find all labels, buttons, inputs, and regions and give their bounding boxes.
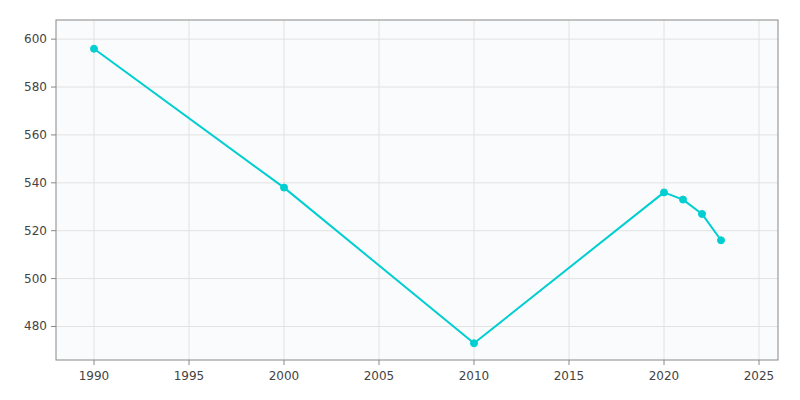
y-grid-line <box>56 39 778 40</box>
x-tick <box>284 360 285 365</box>
x-tick-label: 2000 <box>269 369 300 383</box>
x-grid-line <box>379 20 380 360</box>
y-tick <box>51 39 56 40</box>
x-tick-label: 1995 <box>174 369 205 383</box>
y-tick-label: 480 <box>24 319 47 333</box>
y-tick <box>51 326 56 327</box>
x-tick-label: 2015 <box>554 369 585 383</box>
y-tick <box>51 134 56 135</box>
x-tick <box>189 360 190 365</box>
y-grid-line <box>56 87 778 88</box>
y-tick-label: 520 <box>24 224 47 238</box>
axes: 1990 1995 2000 2005 2010 2015 2020 2025 480 500 52… <box>24 32 774 383</box>
x-tick-label: 1990 <box>79 369 110 383</box>
series <box>91 45 725 347</box>
chart: 1990 1995 2000 2005 2010 2015 2020 2025 480 500 52… <box>0 0 800 400</box>
y-tick-label: 500 <box>24 272 47 286</box>
grid <box>56 20 778 360</box>
marker <box>281 184 288 191</box>
y-grid-line <box>56 230 778 231</box>
x-tick-label: 2005 <box>364 369 395 383</box>
y-tick-label: 580 <box>24 80 47 94</box>
y-grid-line <box>56 134 778 135</box>
marker <box>680 196 687 203</box>
x-grid-line <box>189 20 190 360</box>
x-grid-line <box>94 20 95 360</box>
x-tick-label: 2010 <box>459 369 490 383</box>
marker <box>471 340 478 347</box>
x-grid-line <box>474 20 475 360</box>
x-tick-label: 2020 <box>649 369 680 383</box>
x-grid-line <box>569 20 570 360</box>
y-tick <box>51 278 56 279</box>
y-tick <box>51 230 56 231</box>
x-tick <box>94 360 95 365</box>
x-tick <box>759 360 760 365</box>
marker <box>699 210 706 217</box>
y-grid-line <box>56 278 778 279</box>
y-tick <box>51 182 56 183</box>
marker <box>718 237 725 244</box>
marker <box>91 45 98 52</box>
plot-area <box>56 20 778 360</box>
x-grid-line <box>759 20 760 360</box>
x-tick-label: 2025 <box>744 369 775 383</box>
y-tick <box>51 87 56 88</box>
x-tick <box>379 360 380 365</box>
line <box>94 49 721 344</box>
x-tick <box>664 360 665 365</box>
x-tick <box>569 360 570 365</box>
y-grid-line <box>56 326 778 327</box>
y-tick-label: 540 <box>24 176 47 190</box>
y-grid-line <box>56 182 778 183</box>
y-tick-label: 560 <box>24 128 47 142</box>
x-tick <box>474 360 475 365</box>
marker <box>661 189 668 196</box>
y-tick-label: 600 <box>24 32 47 46</box>
plot-frame <box>56 20 778 360</box>
